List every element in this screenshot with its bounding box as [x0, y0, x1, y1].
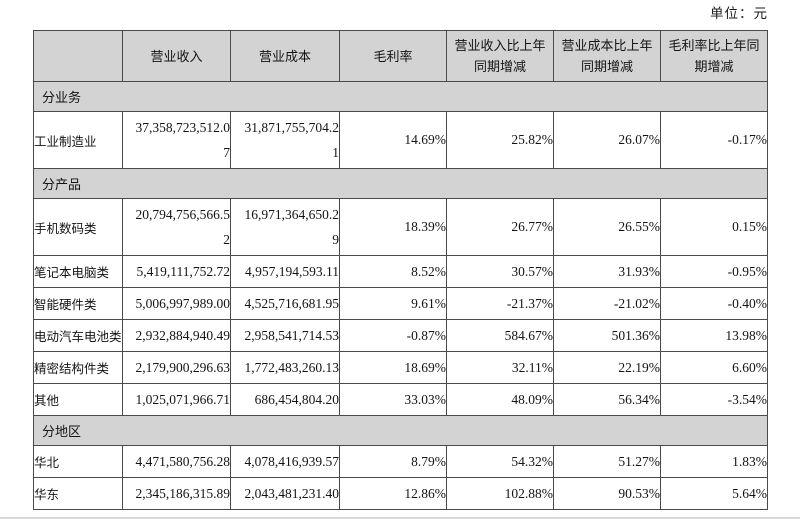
- cost-cell: 2,958,541,714.53: [230, 319, 340, 352]
- header-row: 营业收入 营业成本 毛利率 营业收入比上年同期增减 营业成本比上年同期增减 毛利…: [33, 30, 768, 82]
- col-header-blank: [33, 30, 123, 82]
- page-edge-line: [0, 517, 800, 519]
- cost-cell: 4,957,194,593.11: [230, 255, 340, 288]
- revenue-yoy-cell: 30.57%: [446, 255, 554, 288]
- row-label: 华北: [33, 445, 123, 478]
- margin-cell: 12.86%: [339, 477, 447, 510]
- cost-cell: 4,525,716,681.95: [230, 287, 340, 320]
- margin-cell: 8.79%: [339, 445, 447, 478]
- section-row-by-product: 分产品: [33, 168, 768, 199]
- segment-financial-table: 营业收入 营业成本 毛利率 营业收入比上年同期增减 营业成本比上年同期增减 毛利…: [33, 30, 768, 510]
- revenue-yoy-cell: 26.77%: [446, 198, 554, 256]
- revenue-cell: 2,932,884,940.49: [122, 319, 231, 352]
- row-label: 精密结构件类: [33, 351, 123, 384]
- margin-cell: 18.69%: [339, 351, 447, 384]
- table-row: 精密结构件类 2,179,900,296.63 1,772,483,260.13 18…: [33, 351, 768, 384]
- table-row: 智能硬件类 5,006,997,989.00 4,525,716,681.95 9.6…: [33, 287, 768, 320]
- margin-yoy-cell: 5.64%: [660, 477, 768, 510]
- section-row-by-region: 分地区: [33, 415, 768, 446]
- revenue-yoy-cell: 584.67%: [446, 319, 554, 352]
- margin-yoy-cell: -0.40%: [660, 287, 768, 320]
- margin-yoy-cell: -0.95%: [660, 255, 768, 288]
- cost-yoy-cell: -21.02%: [553, 287, 661, 320]
- margin-yoy-cell: 6.60%: [660, 351, 768, 384]
- revenue-yoy-cell: -21.37%: [446, 287, 554, 320]
- col-header-cost-yoy: 营业成本比上年同期增减: [553, 30, 661, 82]
- table-header: 营业收入 营业成本 毛利率 营业收入比上年同期增减 营业成本比上年同期增减 毛利…: [33, 30, 768, 82]
- table-body: 分业务 工业制造业 37,358,723,512.0 7 31,871,755,704.…: [33, 81, 768, 510]
- cost-yoy-cell: 26.07%: [553, 111, 661, 169]
- revenue-yoy-cell: 25.82%: [446, 111, 554, 169]
- margin-cell: -0.87%: [339, 319, 447, 352]
- revenue-yoy-cell: 102.88%: [446, 477, 554, 510]
- revenue-cell: 5,006,997,989.00: [122, 287, 231, 320]
- table-row: 其他 1,025,071,966.71 686,454,804.20 33.03% 48…: [33, 383, 768, 416]
- cost-cell: 686,454,804.20: [230, 383, 340, 416]
- row-label: 其他: [33, 383, 123, 416]
- section-title: 分地区: [33, 415, 768, 446]
- revenue-yoy-cell: 48.09%: [446, 383, 554, 416]
- revenue-cell: 20,794,756,566.5 2: [122, 198, 231, 256]
- revenue-cell: 2,179,900,296.63: [122, 351, 231, 384]
- row-label: 工业制造业: [33, 111, 123, 169]
- col-header-revenue: 营业收入: [122, 30, 231, 82]
- cost-yoy-cell: 90.53%: [553, 477, 661, 510]
- cost-yoy-cell: 31.93%: [553, 255, 661, 288]
- margin-cell: 14.69%: [339, 111, 447, 169]
- row-label: 智能硬件类: [33, 287, 123, 320]
- cost-cell: 31,871,755,704.2 1: [230, 111, 340, 169]
- col-header-cost: 营业成本: [230, 30, 340, 82]
- margin-yoy-cell: -3.54%: [660, 383, 768, 416]
- section-row-by-business: 分业务: [33, 81, 768, 112]
- cost-cell: 1,772,483,260.13: [230, 351, 340, 384]
- margin-yoy-cell: 1.83%: [660, 445, 768, 478]
- revenue-yoy-cell: 32.11%: [446, 351, 554, 384]
- table-row: 手机数码类 20,794,756,566.5 2 16,971,364,650.2 9 1…: [33, 198, 768, 256]
- table-row: 华东 2,345,186,315.89 2,043,481,231.40 12.86%…: [33, 477, 768, 510]
- cost-yoy-cell: 51.27%: [553, 445, 661, 478]
- revenue-cell: 37,358,723,512.0 7: [122, 111, 231, 169]
- margin-cell: 9.61%: [339, 287, 447, 320]
- margin-yoy-cell: -0.17%: [660, 111, 768, 169]
- col-header-revenue-yoy: 营业收入比上年同期增减: [446, 30, 554, 82]
- margin-cell: 18.39%: [339, 198, 447, 256]
- cost-yoy-cell: 22.19%: [553, 351, 661, 384]
- section-title: 分业务: [33, 81, 768, 112]
- cost-yoy-cell: 26.55%: [553, 198, 661, 256]
- margin-yoy-cell: 13.98%: [660, 319, 768, 352]
- table-row: 华北 4,471,580,756.28 4,078,416,939.57 8.79% 5…: [33, 445, 768, 478]
- cost-cell: 16,971,364,650.2 9: [230, 198, 340, 256]
- row-label: 华东: [33, 477, 123, 510]
- table-row: 电动汽车电池类 2,932,884,940.49 2,958,541,714.53-…: [33, 319, 768, 352]
- section-title: 分产品: [33, 168, 768, 199]
- revenue-cell: 4,471,580,756.28: [122, 445, 231, 478]
- row-label: 笔记本电脑类: [33, 255, 123, 288]
- margin-yoy-cell: 0.15%: [660, 198, 768, 256]
- col-header-margin-yoy: 毛利率比上年同期增减: [660, 30, 768, 82]
- table-row: 工业制造业 37,358,723,512.0 7 31,871,755,704.2 1 1…: [33, 111, 768, 169]
- revenue-cell: 2,345,186,315.89: [122, 477, 231, 510]
- unit-label: 单位：元: [710, 6, 768, 21]
- row-label: 手机数码类: [33, 198, 123, 256]
- cost-yoy-cell: 501.36%: [553, 319, 661, 352]
- revenue-cell: 5,419,111,752.72: [122, 255, 231, 288]
- table-row: 笔记本电脑类 5,419,111,752.72 4,957,194,593.11 8.…: [33, 255, 768, 288]
- cost-cell: 2,043,481,231.40: [230, 477, 340, 510]
- cost-yoy-cell: 56.34%: [553, 383, 661, 416]
- revenue-cell: 1,025,071,966.71: [122, 383, 231, 416]
- margin-cell: 33.03%: [339, 383, 447, 416]
- col-header-margin: 毛利率: [339, 30, 447, 82]
- row-label: 电动汽车电池类: [33, 319, 123, 352]
- revenue-yoy-cell: 54.32%: [446, 445, 554, 478]
- margin-cell: 8.52%: [339, 255, 447, 288]
- cost-cell: 4,078,416,939.57: [230, 445, 340, 478]
